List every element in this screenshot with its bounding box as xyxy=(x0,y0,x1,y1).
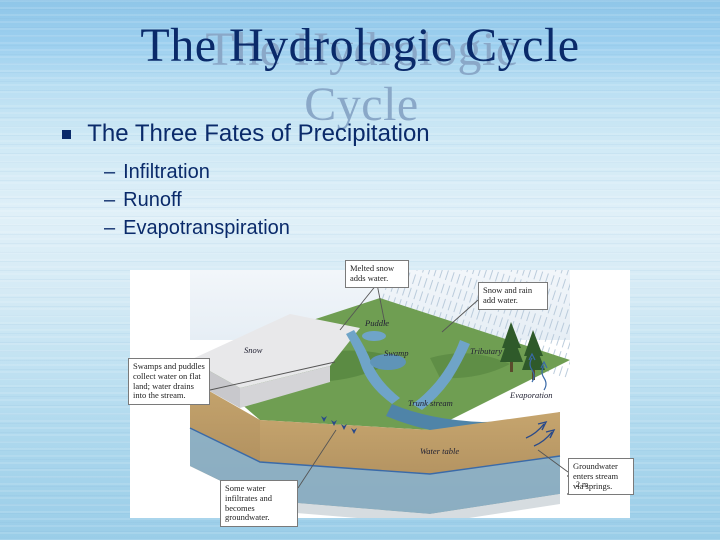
callout-swamps: Swamps and puddles collect water on flat… xyxy=(128,358,210,405)
dash-icon: – xyxy=(104,161,115,183)
list-item-label: Infiltration xyxy=(123,161,210,183)
list-item-label: Evapotranspiration xyxy=(123,217,290,239)
hydrologic-diagram: Melted snow adds water. Snow and rain ad… xyxy=(130,270,630,518)
dash-icon: – xyxy=(104,189,115,211)
callout-melted-snow: Melted snow adds water. xyxy=(345,260,409,288)
slide-sublist: –Infiltration –Runoff –Evapotranspiratio… xyxy=(104,158,290,242)
slide-subtitle-text: The Three Fates of Precipitation xyxy=(87,120,429,147)
callout-snow-rain: Snow and rain add water. xyxy=(478,282,548,310)
dash-icon: – xyxy=(104,217,115,239)
callout-groundwater-spring: Groundwater enters stream via springs. xyxy=(568,458,634,495)
scale-bar-label: 2 m xyxy=(576,480,588,489)
list-item: –Runoff xyxy=(104,186,290,214)
slide: The Hydrologic Cycle The Hydrologic Cycl… xyxy=(0,0,720,540)
list-item-label: Runoff xyxy=(123,189,182,211)
list-item: –Infiltration xyxy=(104,158,290,186)
slide-title-text: The Hydrologic Cycle xyxy=(140,19,579,72)
callout-infiltrate: Some water infiltrates and becomes groun… xyxy=(220,480,298,527)
list-item: –Evapotranspiration xyxy=(104,214,290,242)
slide-title: The Hydrologic Cycle The Hydrologic Cycl… xyxy=(0,18,720,73)
slide-subtitle: The Three Fates of Precipitation xyxy=(62,120,430,148)
square-bullet-icon xyxy=(62,130,71,139)
